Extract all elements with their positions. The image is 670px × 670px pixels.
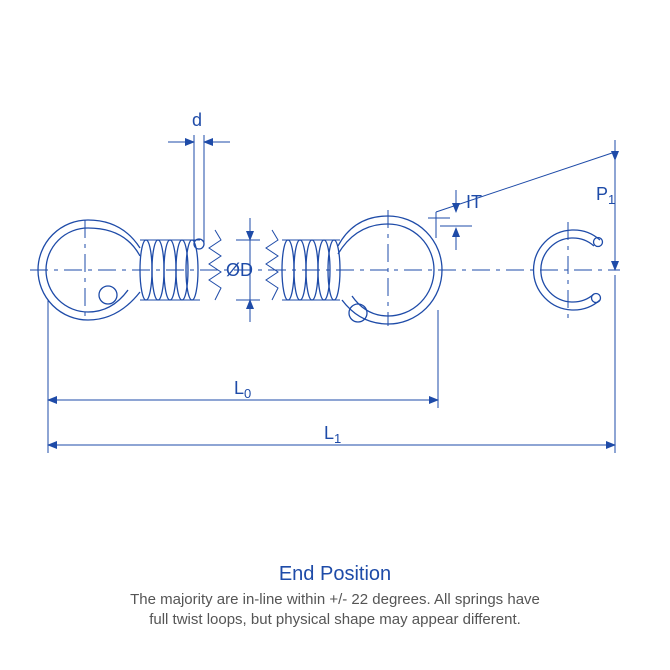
label-L0: L bbox=[234, 378, 244, 398]
caption-line1: The majority are in-line within +/- 22 d… bbox=[130, 591, 540, 608]
svg-text:P1: P1 bbox=[596, 184, 615, 207]
label-P1-sub: 1 bbox=[608, 192, 615, 207]
label-IT: IT bbox=[466, 192, 482, 212]
dim-L0: L0 bbox=[48, 300, 438, 408]
dim-d: d bbox=[168, 110, 230, 244]
dim-IT: IT bbox=[440, 190, 482, 250]
svg-text:L1: L1 bbox=[324, 423, 341, 446]
label-D: ØD bbox=[226, 260, 253, 280]
right-hook bbox=[338, 210, 442, 326]
caption: End Position The majority are in-line wi… bbox=[0, 563, 670, 631]
dim-P1: P1 bbox=[596, 140, 615, 270]
label-L0-sub: 0 bbox=[244, 386, 251, 401]
dim-D: ØD bbox=[226, 218, 260, 322]
dim-L1: L1 bbox=[48, 275, 615, 453]
svg-text:L0: L0 bbox=[234, 378, 251, 401]
label-L1-sub: 1 bbox=[334, 431, 341, 446]
spring-diagram: d ØD bbox=[40, 100, 630, 500]
caption-line2: full twist loops, but physical shape may… bbox=[149, 611, 521, 628]
caption-title: End Position bbox=[0, 563, 670, 586]
caption-body: The majority are in-line within +/- 22 d… bbox=[0, 590, 670, 631]
label-P1: P bbox=[596, 184, 608, 204]
label-d: d bbox=[192, 110, 202, 130]
label-L1: L bbox=[324, 423, 334, 443]
